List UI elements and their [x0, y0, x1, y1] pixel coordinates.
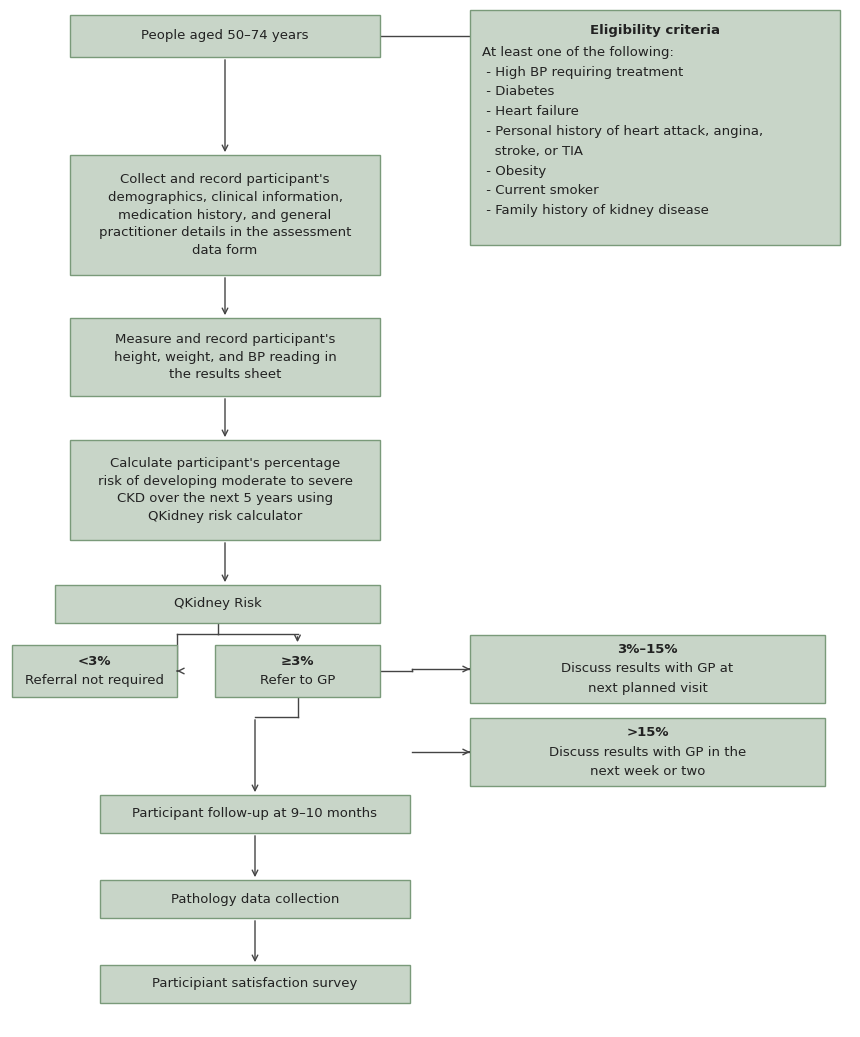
Text: Discuss results with GP at: Discuss results with GP at — [562, 663, 734, 675]
Text: - Personal history of heart attack, angina,: - Personal history of heart attack, angi… — [482, 124, 763, 138]
FancyBboxPatch shape — [70, 440, 380, 540]
FancyBboxPatch shape — [100, 965, 410, 1003]
Text: - High BP requiring treatment: - High BP requiring treatment — [482, 65, 683, 79]
FancyBboxPatch shape — [470, 10, 840, 245]
Text: Referral not required: Referral not required — [25, 674, 164, 688]
FancyBboxPatch shape — [100, 880, 410, 918]
FancyBboxPatch shape — [70, 15, 380, 57]
Text: People aged 50–74 years: People aged 50–74 years — [141, 29, 309, 43]
Text: - Diabetes: - Diabetes — [482, 85, 555, 99]
FancyBboxPatch shape — [55, 585, 380, 623]
Text: next planned visit: next planned visit — [587, 681, 708, 695]
Text: QKidney Risk: QKidney Risk — [174, 597, 261, 611]
FancyBboxPatch shape — [470, 635, 825, 703]
Text: Discuss results with GP in the: Discuss results with GP in the — [549, 746, 746, 758]
Text: - Current smoker: - Current smoker — [482, 185, 599, 197]
Text: - Obesity: - Obesity — [482, 165, 546, 177]
Text: Refer to GP: Refer to GP — [260, 674, 335, 688]
FancyBboxPatch shape — [470, 718, 825, 786]
Text: ≥3%: ≥3% — [280, 655, 314, 668]
Text: >15%: >15% — [626, 726, 669, 739]
Text: - Heart failure: - Heart failure — [482, 105, 579, 118]
Text: <3%: <3% — [77, 655, 111, 668]
Text: Participant follow-up at 9–10 months: Participant follow-up at 9–10 months — [132, 808, 378, 820]
Text: Participiant satisfaction survey: Participiant satisfaction survey — [152, 978, 358, 990]
Text: Calculate participant's percentage
risk of developing moderate to severe
CKD ove: Calculate participant's percentage risk … — [97, 457, 353, 523]
Text: Eligibility criteria: Eligibility criteria — [590, 24, 720, 37]
Text: 3%–15%: 3%–15% — [617, 643, 678, 656]
FancyBboxPatch shape — [215, 645, 380, 697]
Text: Collect and record participant's
demographics, clinical information,
medication : Collect and record participant's demogra… — [99, 173, 351, 256]
Text: Pathology data collection: Pathology data collection — [171, 893, 339, 905]
FancyBboxPatch shape — [100, 795, 410, 833]
FancyBboxPatch shape — [12, 645, 177, 697]
Text: next week or two: next week or two — [590, 764, 705, 778]
FancyBboxPatch shape — [70, 155, 380, 275]
FancyBboxPatch shape — [70, 318, 380, 396]
Text: At least one of the following:: At least one of the following: — [482, 46, 674, 59]
Text: stroke, or TIA: stroke, or TIA — [482, 145, 583, 158]
Text: - Family history of kidney disease: - Family history of kidney disease — [482, 204, 709, 217]
Text: Measure and record participant's
height, weight, and BP reading in
the results s: Measure and record participant's height,… — [114, 333, 336, 381]
